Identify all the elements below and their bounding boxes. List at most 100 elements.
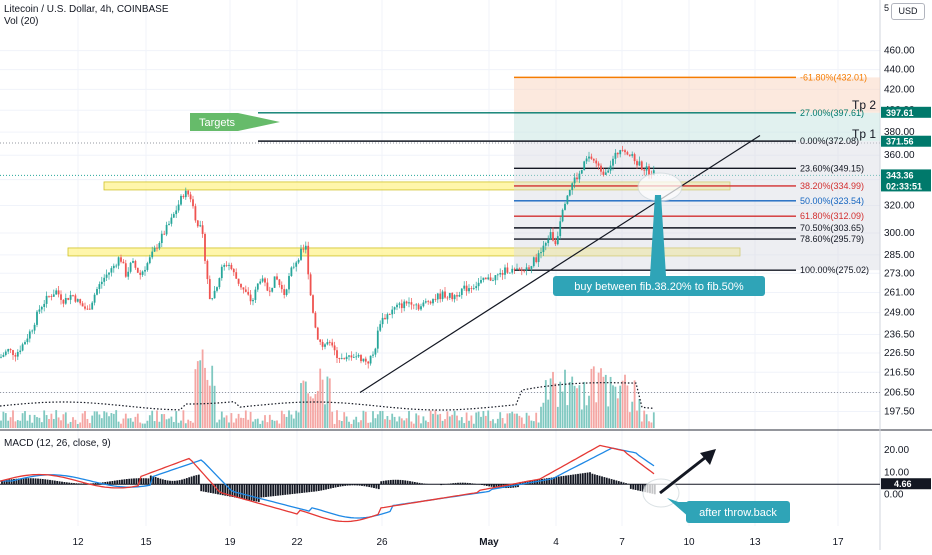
volume-bar-157 bbox=[377, 414, 379, 428]
candle-body-258 bbox=[619, 150, 621, 154]
macd-hist-203 bbox=[488, 484, 490, 486]
macd-hist-32 bbox=[78, 483, 80, 484]
macd-hist-131 bbox=[316, 484, 318, 491]
candle-body-197 bbox=[473, 288, 475, 289]
candle-body-247 bbox=[593, 159, 595, 161]
candle-body-29 bbox=[70, 295, 72, 300]
volume-bar-72 bbox=[173, 422, 175, 428]
volume-bar-84 bbox=[202, 349, 204, 428]
volume-bar-40 bbox=[96, 411, 98, 428]
candle-body-176 bbox=[423, 303, 425, 307]
macd-hist-104 bbox=[251, 484, 253, 500]
candle-body-172 bbox=[413, 305, 415, 306]
candle-body-58 bbox=[139, 273, 141, 275]
volume-bar-49 bbox=[118, 422, 120, 428]
candle-body-3 bbox=[7, 349, 9, 351]
macd-hist-173 bbox=[416, 482, 418, 484]
macd-hist-166 bbox=[400, 480, 402, 484]
macd-hist-263 bbox=[632, 484, 634, 489]
volume-bar-247 bbox=[593, 366, 595, 428]
candle-body-52 bbox=[125, 263, 127, 276]
volume-bar-258 bbox=[619, 386, 621, 428]
macd-hist-232 bbox=[558, 477, 560, 485]
volume-bar-199 bbox=[478, 412, 480, 428]
volume-bar-269 bbox=[646, 414, 648, 428]
volume-bar-161 bbox=[387, 416, 389, 428]
candle-body-59 bbox=[142, 272, 144, 275]
volume-bar-7 bbox=[17, 420, 19, 428]
volume-bar-220 bbox=[528, 416, 530, 428]
volume-bar-200 bbox=[480, 417, 482, 428]
volume-bar-195 bbox=[468, 421, 470, 428]
volume-bar-1 bbox=[3, 412, 5, 428]
volume-bar-138 bbox=[331, 412, 333, 428]
y-tick-4: 236.50 bbox=[884, 330, 915, 341]
volume-bar-226 bbox=[543, 403, 545, 428]
candle-body-218 bbox=[523, 271, 525, 272]
volume-bar-166 bbox=[399, 416, 401, 428]
candle-body-158 bbox=[379, 324, 381, 330]
volume-bar-77 bbox=[185, 423, 187, 428]
macd-hist-45 bbox=[109, 481, 111, 484]
volume-bar-71 bbox=[171, 417, 173, 428]
volume-bar-158 bbox=[379, 411, 381, 428]
macd-hist-195 bbox=[469, 483, 471, 484]
macd-hist-252 bbox=[606, 478, 608, 484]
volume-bar-168 bbox=[403, 420, 405, 428]
macd-hist-171 bbox=[412, 482, 414, 485]
candle-body-222 bbox=[533, 257, 535, 266]
symbol-title: Litecoin / U.S. Dollar, 4h, COINBASE bbox=[4, 4, 169, 15]
candle-body-134 bbox=[322, 342, 324, 347]
macd-hist-113 bbox=[272, 484, 274, 496]
volume-bar-123 bbox=[295, 411, 297, 428]
macd-hist-264 bbox=[635, 484, 637, 490]
candle-body-155 bbox=[372, 355, 374, 356]
macd-hist-167 bbox=[402, 480, 404, 484]
volume-bar-3 bbox=[7, 421, 9, 428]
volume-bar-169 bbox=[406, 418, 408, 428]
candle-body-36 bbox=[87, 309, 89, 310]
candle-body-246 bbox=[591, 157, 593, 159]
macd-hist-152 bbox=[366, 484, 368, 486]
macd-hist-39 bbox=[95, 483, 97, 484]
candle-body-141 bbox=[339, 358, 341, 359]
candle-body-117 bbox=[281, 285, 283, 289]
candle-body-82 bbox=[197, 220, 199, 226]
candle-body-210 bbox=[504, 267, 506, 274]
volume-bar-181 bbox=[435, 410, 437, 428]
candle-body-226 bbox=[543, 246, 545, 252]
currency-button[interactable]: USD bbox=[891, 3, 925, 20]
volume-bar-115 bbox=[276, 420, 278, 428]
macd-hist-201 bbox=[484, 484, 486, 485]
macd-hist-149 bbox=[359, 484, 361, 485]
candle-body-215 bbox=[516, 269, 518, 270]
price-tag-0: 397.61 bbox=[886, 108, 914, 118]
volume-bar-178 bbox=[427, 422, 429, 428]
macd-hist-75 bbox=[181, 480, 183, 485]
macd-hist-27 bbox=[66, 482, 68, 484]
x-tick-9: 13 bbox=[749, 537, 761, 548]
macd-hist-154 bbox=[371, 484, 373, 487]
volume-bar-100 bbox=[240, 418, 242, 428]
macd-hist-71 bbox=[172, 481, 174, 484]
candle-body-235 bbox=[564, 204, 566, 210]
volume-bar-6 bbox=[15, 421, 17, 428]
volume-bar-153 bbox=[367, 423, 369, 428]
volume-bar-99 bbox=[238, 414, 240, 428]
y-tick-1: 206.50 bbox=[884, 387, 915, 398]
volume-bar-93 bbox=[223, 417, 225, 428]
candle-body-165 bbox=[396, 305, 398, 307]
candle-body-267 bbox=[641, 161, 643, 169]
macd-hist-73 bbox=[176, 481, 178, 485]
volume-bar-15 bbox=[36, 417, 38, 428]
macd-hist-247 bbox=[594, 474, 596, 484]
candle-body-262 bbox=[629, 155, 631, 156]
volume-bar-105 bbox=[252, 422, 254, 428]
volume-bar-59 bbox=[142, 424, 144, 428]
macd-hist-147 bbox=[354, 484, 356, 485]
volume-bar-51 bbox=[123, 419, 125, 428]
volume-bar-90 bbox=[216, 422, 218, 428]
volume-bar-192 bbox=[461, 417, 463, 428]
